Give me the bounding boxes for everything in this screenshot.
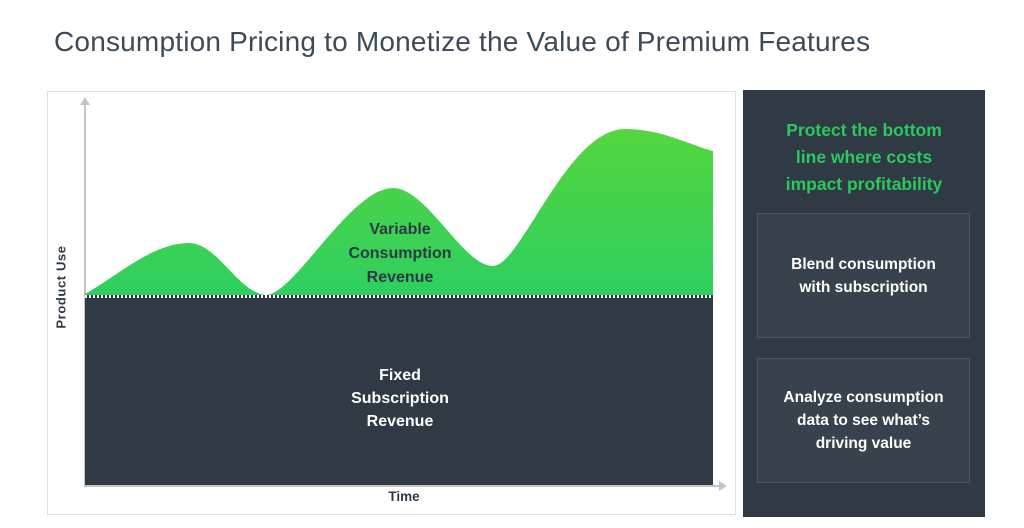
slide-title: Consumption Pricing to Monetize the Valu… bbox=[54, 26, 871, 57]
panel-box-1-label: Blend consumption with subscription bbox=[791, 255, 936, 296]
y-axis-arrow-icon bbox=[80, 97, 90, 105]
right-panel: Protect the bottom line where costs impa… bbox=[743, 90, 985, 517]
right-panel-heading: Protect the bottom line where costs impa… bbox=[785, 120, 943, 194]
panel-box-blend-consumption: Blend consumption with subscription bbox=[757, 213, 970, 338]
x-axis-label: Time bbox=[388, 489, 420, 504]
fixed-subscription-area bbox=[85, 295, 713, 485]
variable-consumption-area bbox=[85, 129, 713, 296]
x-axis-arrow-icon bbox=[719, 481, 727, 491]
variable-area-label: Variable Consumption Revenue bbox=[348, 221, 452, 286]
x-axis-line bbox=[84, 485, 722, 487]
fixed-area-label: Fixed Subscription Revenue bbox=[351, 367, 449, 430]
chart-panel: Product Use Variable Consumption Revenue… bbox=[47, 91, 736, 515]
variable-area-path bbox=[85, 129, 713, 296]
y-axis-label: Product Use bbox=[53, 245, 69, 329]
panel-box-2-label: Analyze consumption data to see what’s d… bbox=[783, 389, 944, 452]
panel-box-analyze-consumption: Analyze consumption data to see what’s d… bbox=[757, 358, 970, 483]
